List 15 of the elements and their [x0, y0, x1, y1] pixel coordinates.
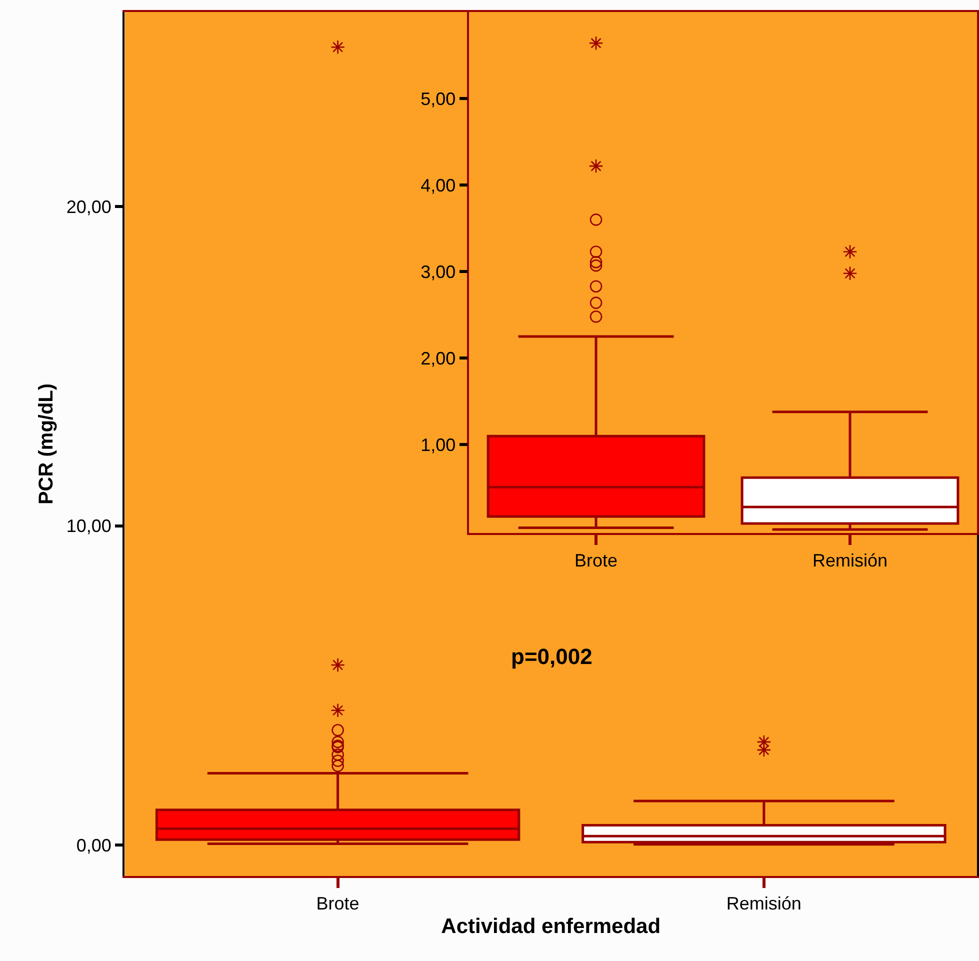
y-tick-label: 5,00 — [420, 88, 456, 109]
x-tick-label: Remisión — [726, 893, 802, 914]
x-tick-label: Remisión — [812, 550, 888, 570]
y-tick-label: 4,00 — [420, 175, 456, 196]
y-axis-title: PCR (mg/dL) — [35, 383, 58, 505]
y-tick-label: 0,00 — [76, 835, 112, 856]
y-tick-label: 1,00 — [420, 435, 456, 456]
x-axis-title: Actividad enfermedad — [441, 915, 661, 938]
y-tick-label: 3,00 — [420, 262, 456, 282]
y-tick-label: 20,00 — [66, 197, 112, 217]
y-tick-label: 2,00 — [420, 348, 456, 368]
annotation: p=0,002 — [511, 644, 592, 669]
x-tick-label: Brote — [574, 550, 618, 570]
x-tick-label: Brote — [316, 893, 360, 914]
y-tick-label: 10,00 — [66, 516, 112, 536]
